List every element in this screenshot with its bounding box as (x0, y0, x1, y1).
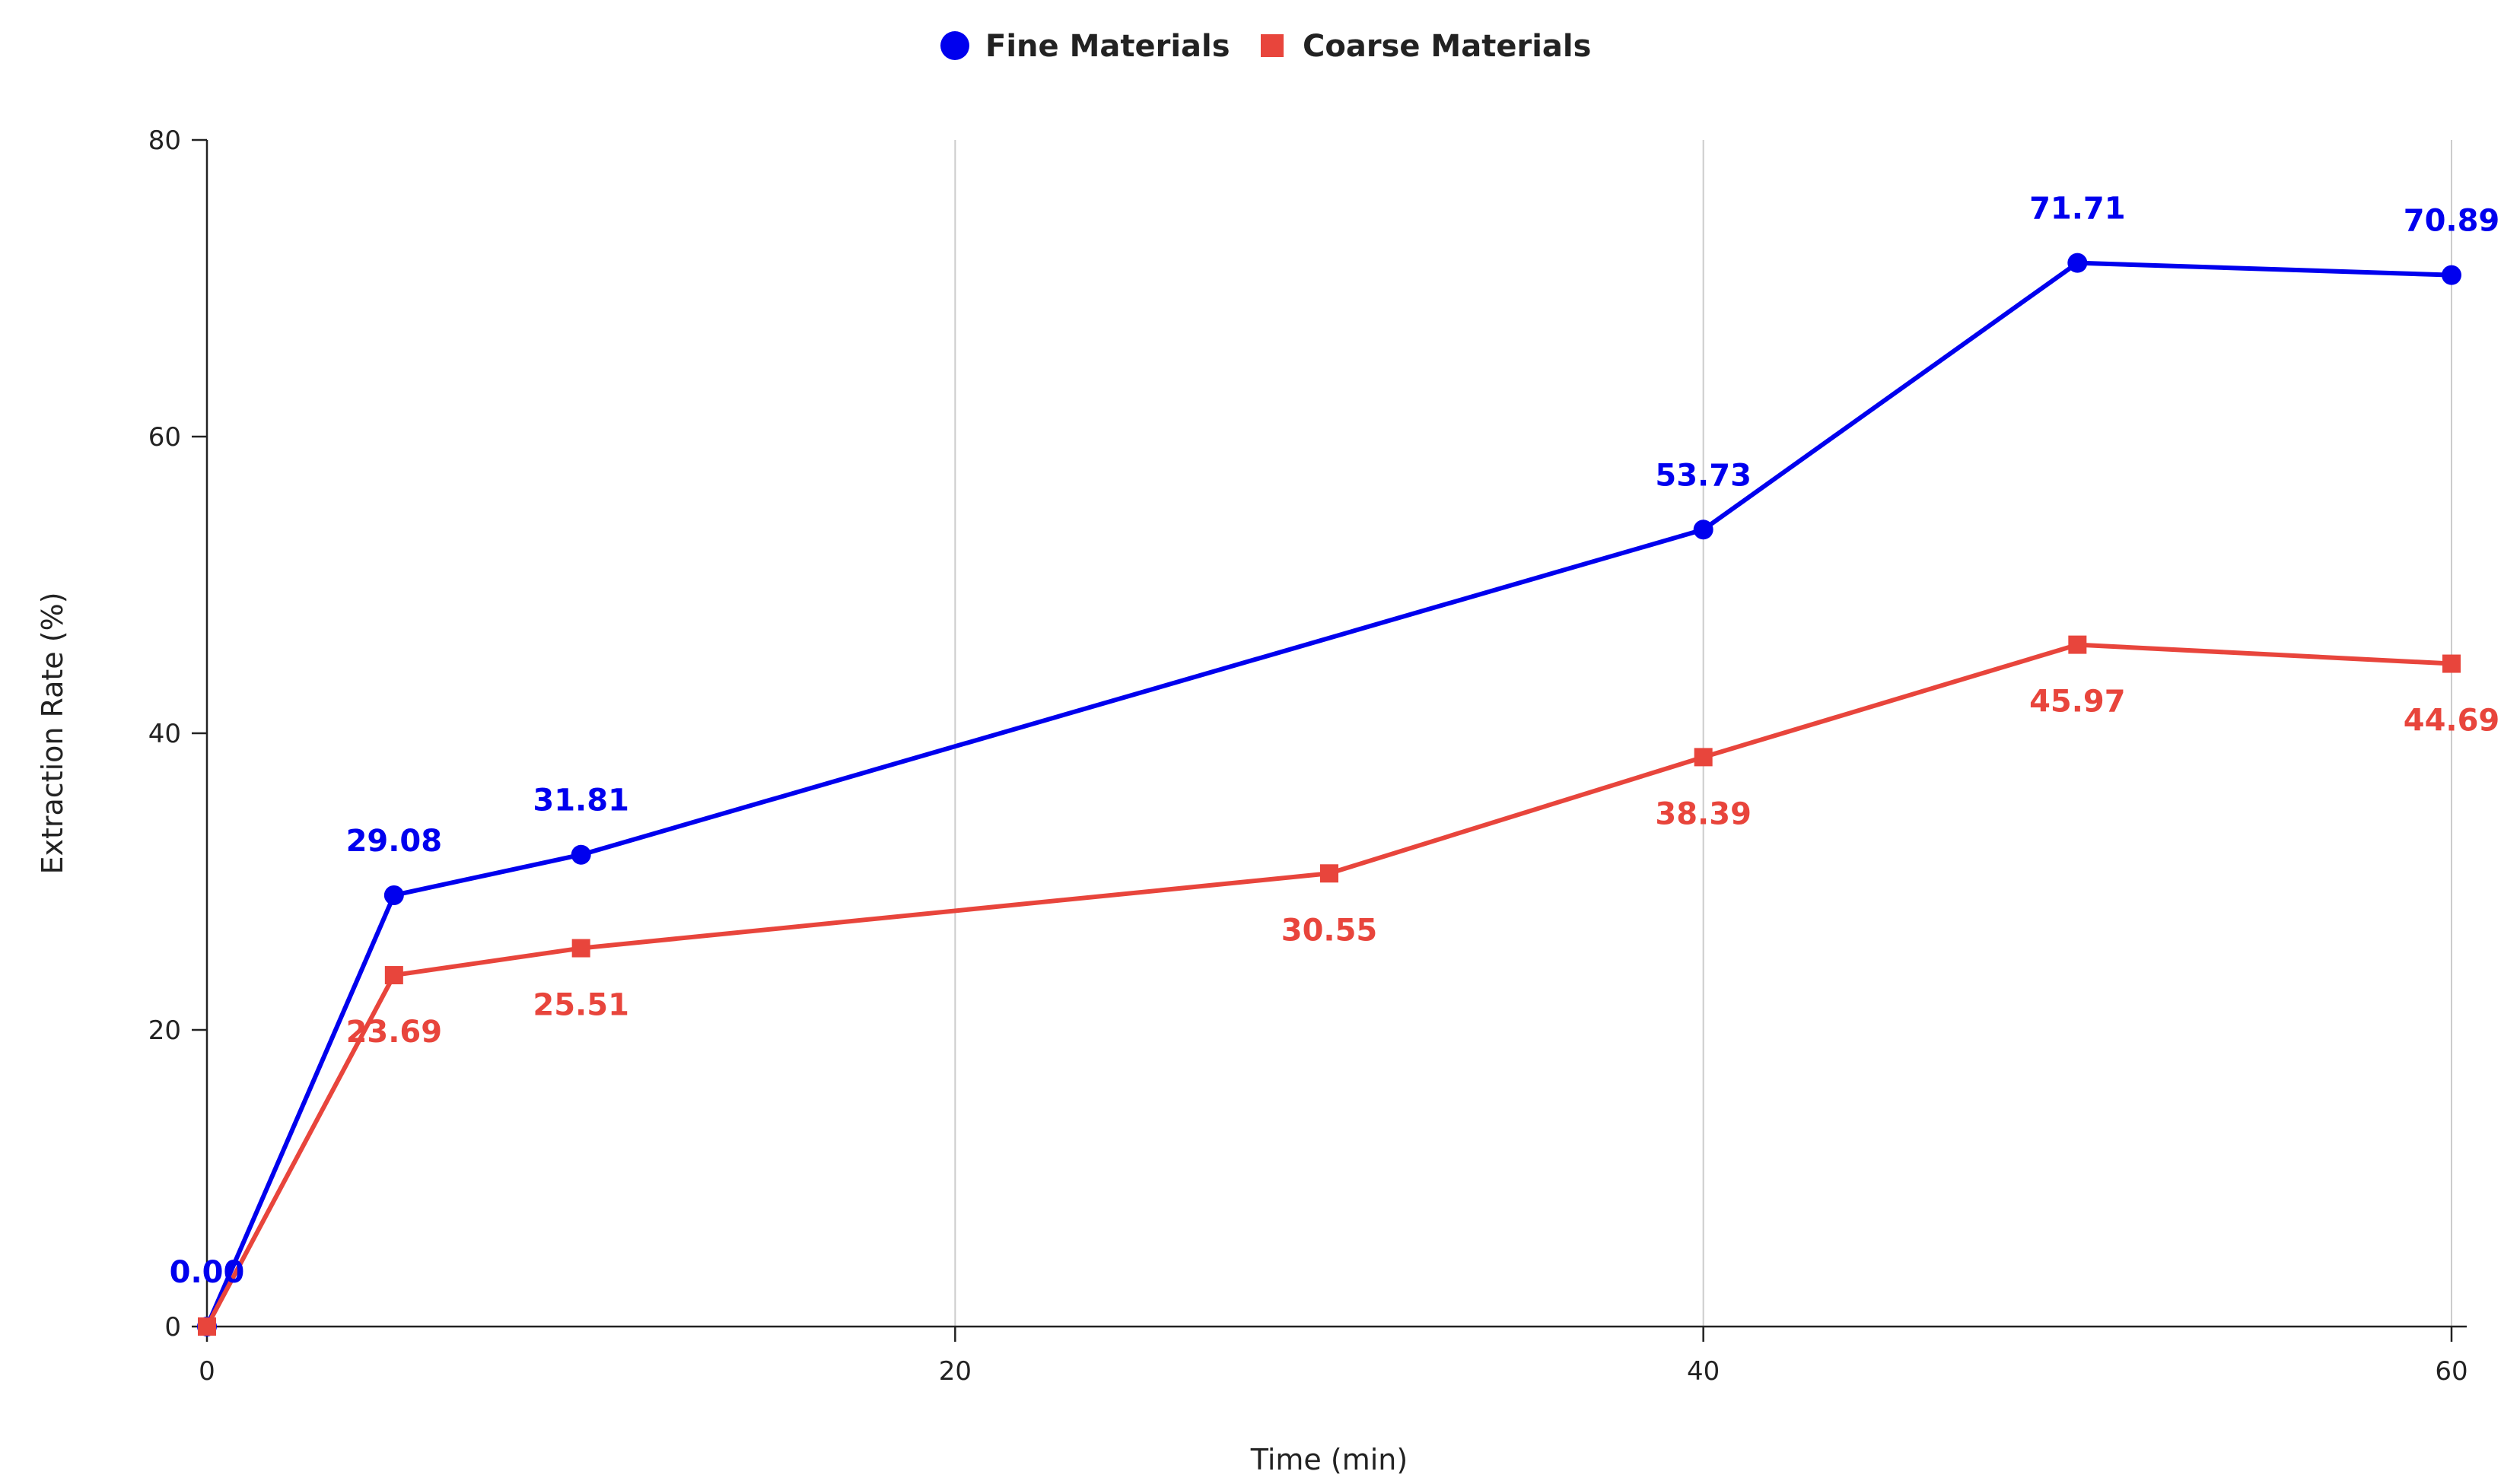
y-tick-label: 40 (148, 719, 181, 749)
legend-label-fine: Fine Materials (985, 29, 1230, 64)
coarse-data-label: 44.69 (2404, 704, 2500, 739)
legend: Fine Materials Coarse Materials (940, 29, 1591, 64)
data-labels: 0.00 29.08 31.81 53.73 71.71 70.89 23.69 25.51 3… (170, 192, 2500, 1290)
x-tick-label: 20 (939, 1356, 972, 1387)
coarse-point (571, 939, 590, 958)
coarse-point (198, 1317, 216, 1336)
x-tick-label: 40 (1687, 1356, 1720, 1387)
axes: 0 20 40 60 80 0 20 40 60 (148, 126, 2468, 1387)
fine-data-label: 53.73 (1655, 458, 1752, 493)
coarse-point (384, 966, 403, 985)
legend-marker-coarse (1261, 34, 1284, 57)
x-tick-label: 0 (199, 1356, 215, 1387)
series-line-coarse (205, 642, 2452, 1328)
fine-data-label: 31.81 (533, 783, 629, 818)
coarse-data-label: 45.97 (2029, 685, 2126, 720)
series-markers (197, 253, 2461, 1336)
fine-point (2442, 265, 2461, 285)
fine-point (2067, 253, 2088, 273)
coarse-point (1694, 748, 1713, 767)
coarse-point (1320, 864, 1338, 883)
fine-point (1693, 520, 1713, 540)
y-tick-label: 20 (148, 1015, 181, 1046)
legend-marker-fine (940, 31, 969, 60)
coarse-data-label: 30.55 (1281, 913, 1378, 948)
coarse-data-label: 23.69 (346, 1015, 443, 1050)
gridlines (954, 140, 2452, 1327)
coarse-data-label: 25.51 (533, 988, 629, 1023)
x-axis-title: Time (min) (1250, 1443, 1408, 1476)
fine-point (571, 844, 591, 865)
coarse-data-label: 38.39 (1655, 796, 1752, 831)
coarse-point (2442, 654, 2461, 673)
y-tick-label: 0 (164, 1312, 181, 1343)
y-axis-title: Extraction Rate (%) (36, 592, 69, 874)
y-tick-label: 60 (148, 422, 181, 453)
y-tick-label: 80 (148, 126, 181, 156)
fine-data-label: 71.71 (2029, 192, 2126, 227)
fine-data-label: 70.89 (2404, 204, 2500, 239)
fine-data-label: 29.08 (346, 824, 443, 859)
fine-data-label: 0.00 (170, 1255, 245, 1290)
coarse-point (2068, 635, 2087, 654)
legend-label-coarse: Coarse Materials (1303, 29, 1591, 64)
x-tick-label: 60 (2435, 1356, 2468, 1387)
series-line-fine (205, 260, 2452, 1328)
fine-point (383, 885, 404, 905)
